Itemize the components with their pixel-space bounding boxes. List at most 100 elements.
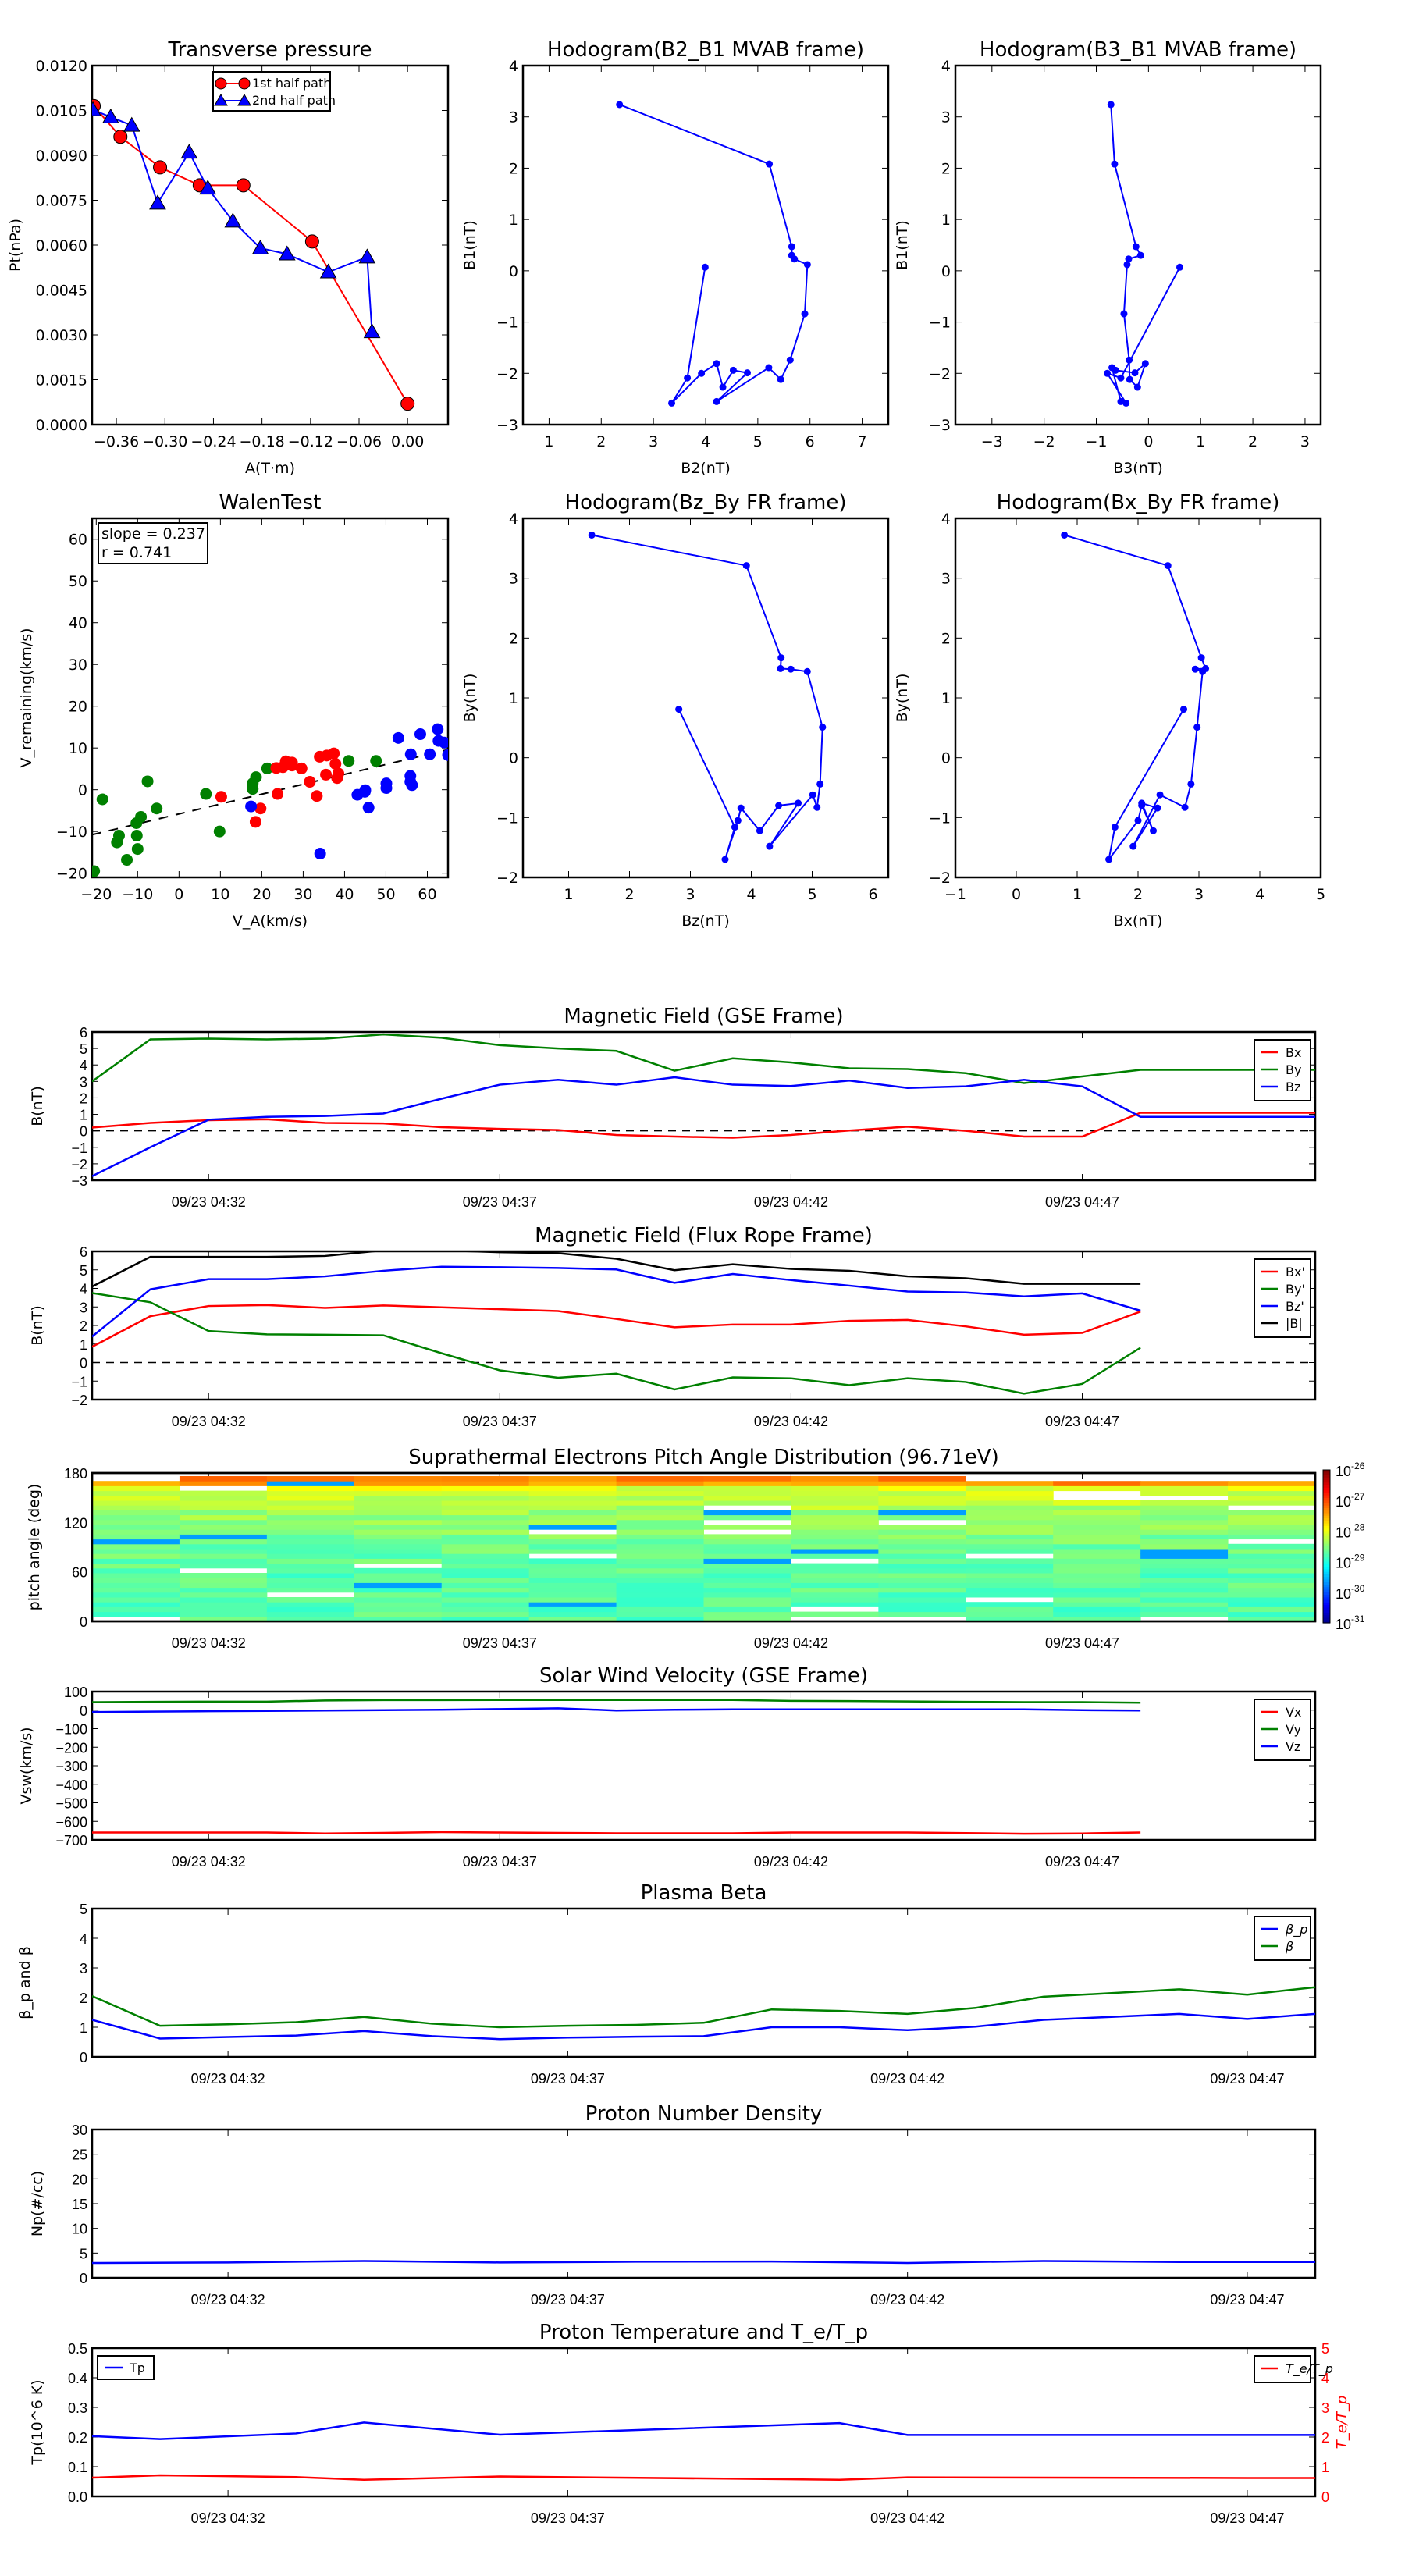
heatmap-cell — [966, 1490, 1054, 1496]
colorbar-segment — [1323, 1480, 1330, 1483]
heatmap-cell — [1228, 1519, 1316, 1525]
heatmap-cell — [791, 1490, 879, 1496]
data-point — [314, 848, 326, 860]
x-tick-label: 2 — [596, 433, 606, 450]
heatmap-cell — [616, 1485, 704, 1492]
x-tick-label: 09/23 04:37 — [463, 1854, 537, 1870]
x-tick-label: −0.36 — [94, 433, 139, 450]
x-tick-label: −3 — [981, 433, 1003, 450]
heatmap-cell — [179, 1558, 268, 1564]
heatmap-cell — [966, 1485, 1054, 1492]
heatmap-cell — [791, 1592, 879, 1598]
y2-axis-label: T_e/T_p — [1334, 2396, 1350, 2450]
heatmap-cell — [703, 1578, 791, 1583]
legend: Bx By Bz — [1254, 1039, 1311, 1101]
heatmap-cell — [703, 1587, 791, 1593]
heatmap-cell — [441, 1485, 530, 1492]
data-point — [141, 775, 154, 788]
series-line-bz- — [92, 1265, 1141, 1338]
heatmap-cell — [616, 1481, 704, 1486]
colorbar-segment — [1323, 1493, 1330, 1496]
heatmap-cell — [92, 1485, 180, 1492]
series-line--b- — [92, 1251, 1141, 1288]
series-blue — [245, 723, 448, 860]
legend-label: Vz — [1286, 1739, 1300, 1754]
heatmap-cell — [791, 1543, 879, 1550]
data-point — [304, 776, 316, 788]
heatmap-cell — [1228, 1597, 1316, 1603]
heatmap-cell — [703, 1611, 791, 1617]
heatmap-cell — [791, 1587, 879, 1593]
data-point — [1154, 804, 1161, 812]
heatmap-cell — [441, 1558, 530, 1564]
heatmap-cell — [354, 1597, 443, 1603]
heatmap-cell — [528, 1514, 617, 1521]
y-tick-label: 5 — [80, 1041, 87, 1057]
heatmap-cell — [791, 1519, 879, 1525]
y-tick-label: −20 — [56, 866, 87, 883]
heatmap-cell — [441, 1611, 530, 1617]
plot-frame — [91, 1471, 1317, 1623]
heatmap-cell — [1228, 1481, 1316, 1486]
y-tick-label: 0.3 — [68, 2400, 87, 2416]
heatmap-cell — [791, 1563, 879, 1569]
y-tick-label: 1 — [80, 2020, 87, 2036]
y-tick-label: 4 — [80, 1282, 87, 1297]
colorbar-segment — [1323, 1535, 1330, 1539]
legend-frame — [212, 71, 331, 112]
heatmap-cell — [528, 1490, 617, 1496]
legend-label: β — [1285, 1939, 1293, 1954]
heatmap-cell — [266, 1495, 355, 1501]
heatmap-cell — [703, 1495, 791, 1501]
heatmap-cell — [528, 1578, 617, 1583]
x-tick-label: 0 — [1144, 433, 1153, 450]
colorbar-segment — [1323, 1605, 1330, 1608]
heatmap-cell — [528, 1567, 617, 1574]
legend-label: Tp — [129, 2361, 145, 2375]
heatmap-cell — [966, 1481, 1054, 1486]
colorbar-segment — [1323, 1599, 1330, 1603]
heatmap-cell — [441, 1543, 530, 1550]
y-tick-label: 0.1 — [68, 2460, 87, 2475]
data-point — [328, 747, 340, 760]
heatmap-cell — [354, 1567, 443, 1574]
x-tick-label: 09/23 04:47 — [1045, 1854, 1119, 1870]
data-point — [1111, 160, 1119, 168]
x-tick-label: 09/23 04:47 — [1210, 2292, 1284, 2307]
data-point — [816, 780, 824, 788]
heatmap-cell — [179, 1582, 268, 1589]
heatmap-cell — [791, 1573, 879, 1578]
heatmap-cell — [354, 1587, 443, 1593]
panel-hodogram-bz-by: Hodogram(Bz_By FR frame) −2 −1 0 1 2 3 4 By(nT) 1… — [461, 491, 890, 930]
colorbar-segment — [1323, 1515, 1330, 1519]
colorbar-segment — [1323, 1495, 1330, 1499]
x-tick-label: 09/23 04:37 — [531, 2071, 605, 2087]
data-point — [766, 160, 774, 168]
y2-tick-label: 2 — [1321, 2430, 1329, 2446]
heatmap-cell — [354, 1592, 443, 1598]
x-tick-label: 3 — [685, 886, 695, 903]
data-point — [719, 383, 727, 391]
heatmap-cell — [703, 1567, 791, 1574]
data-point — [1156, 791, 1164, 799]
heatmap-cell — [354, 1611, 443, 1617]
heatmap-cell — [441, 1476, 530, 1482]
x-tick-label: 09/23 04:47 — [1045, 1194, 1119, 1210]
data-point — [92, 865, 101, 877]
data-point — [1125, 255, 1133, 263]
colorbar-segment — [1323, 1470, 1330, 1473]
data-point — [329, 758, 342, 770]
legend-frame — [1254, 1916, 1311, 1961]
x-tick-label: 5 — [1316, 886, 1325, 903]
heatmap-cell — [1140, 1592, 1229, 1598]
heatmap-cell — [1228, 1500, 1316, 1506]
data-point — [743, 369, 751, 377]
data-point — [404, 770, 417, 782]
colorbar: 10-26 10-27 10-28 10-29 10-30 10-31 — [1322, 1461, 1365, 1632]
legend-label: Vx — [1286, 1705, 1301, 1720]
data-point — [713, 360, 720, 368]
data-point — [777, 664, 784, 672]
data-point — [1193, 724, 1201, 731]
heatmap-cell — [878, 1510, 966, 1516]
plot-area — [616, 101, 811, 407]
